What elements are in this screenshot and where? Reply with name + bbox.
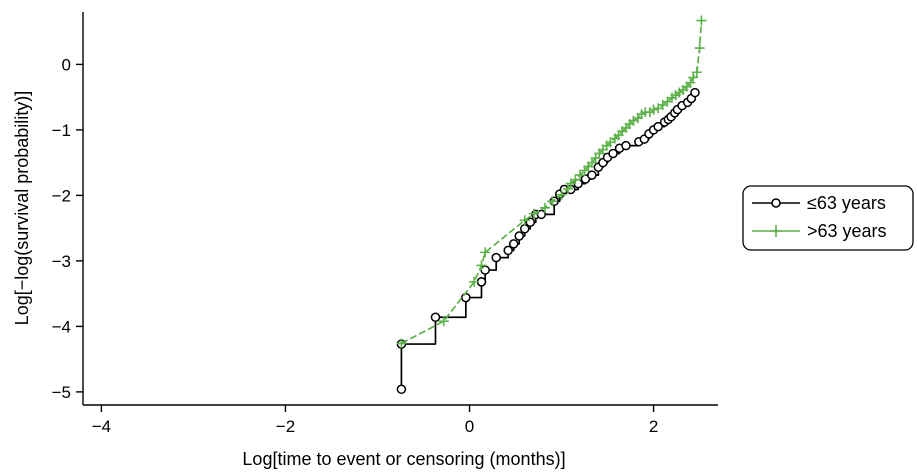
y-axis-label: Log[−log(survival probability)]	[12, 91, 32, 326]
data-point	[528, 208, 539, 219]
data-point	[476, 260, 487, 271]
x-tick-label: −2	[276, 417, 295, 436]
data-point	[430, 312, 441, 322]
y-tick-label: −5	[52, 383, 71, 402]
data-point	[539, 202, 550, 213]
legend: ≤63 years >63 years	[742, 185, 914, 251]
data-point	[547, 196, 558, 207]
series-gt63	[396, 15, 707, 349]
data-point	[574, 170, 585, 181]
data-point	[621, 140, 631, 151]
data-point	[480, 247, 491, 258]
data-point	[525, 217, 536, 228]
x-axis-label: Log[time to event or censoring (months)]	[242, 449, 565, 469]
y-tick-label: −3	[52, 252, 71, 271]
data-point	[514, 231, 524, 241]
data-point	[556, 189, 567, 200]
x-tick-label: 0	[465, 417, 474, 436]
data-point	[508, 239, 519, 249]
y-tick-label: 0	[62, 55, 71, 74]
data-point	[587, 170, 597, 180]
x-tick-label: −4	[92, 417, 111, 436]
data-point	[570, 174, 581, 185]
data-point	[648, 104, 659, 115]
y-tick-label: −2	[52, 186, 71, 205]
data-point	[503, 245, 513, 256]
legend-entry-le63: ≤63 years	[752, 193, 886, 213]
data-point	[696, 15, 707, 26]
data-point	[685, 77, 696, 88]
series-le63	[396, 87, 700, 395]
data-point	[653, 121, 663, 132]
legend-marker-le63	[771, 198, 781, 208]
data-point	[691, 67, 702, 78]
y-tick-label: −4	[52, 317, 71, 336]
series-line	[401, 20, 703, 345]
data-point	[396, 384, 407, 395]
data-point	[396, 338, 407, 349]
data-point	[690, 87, 700, 98]
legend-marker-gt63	[770, 225, 782, 237]
legend-label-le63: ≤63 years	[807, 193, 886, 213]
data-point	[608, 148, 618, 159]
legend-label-gt63: >63 years	[807, 221, 887, 241]
data-point	[480, 265, 490, 275]
chart-axes: −4 −2 0 2 0 −1 −2 −3 −4 −5	[52, 12, 718, 436]
data-point	[519, 215, 530, 226]
x-tick-label: 2	[649, 417, 658, 436]
legend-frame	[742, 185, 914, 251]
data-point	[438, 316, 449, 327]
data-point	[562, 183, 573, 194]
chart-series-area	[396, 15, 707, 395]
data-point	[491, 252, 501, 263]
data-point	[694, 43, 705, 54]
legend-entry-gt63: >63 years	[752, 221, 887, 241]
data-point	[461, 292, 471, 303]
y-tick-label: −1	[52, 121, 71, 140]
data-point	[688, 72, 699, 83]
data-point	[469, 276, 480, 287]
